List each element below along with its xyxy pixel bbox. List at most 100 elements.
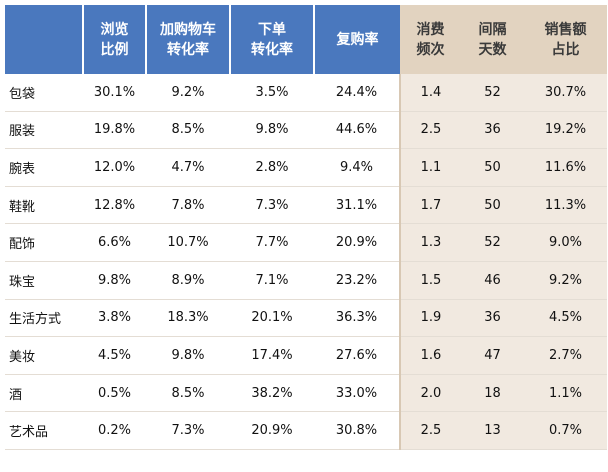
table-cell: 1.9 bbox=[399, 299, 461, 338]
table-cell: 44.6% bbox=[314, 111, 400, 150]
table-cell: 30.8% bbox=[314, 411, 400, 450]
table-row: 腕表 12.0% 4.7% 2.8% 9.4% 1.1 50 11.6% bbox=[5, 148, 607, 187]
table-cell: 31.1% bbox=[314, 186, 400, 225]
header-interval-days: 间隔 天数 bbox=[461, 5, 524, 74]
header-purchase-frequency: 消费 频次 bbox=[400, 5, 461, 74]
table-cell: 17.4% bbox=[230, 336, 314, 375]
table-cell: 9.8% bbox=[230, 111, 314, 150]
category-name-cell: 腕表 bbox=[5, 148, 83, 187]
table-cell: 13 bbox=[461, 411, 524, 450]
category-name-cell: 珠宝 bbox=[5, 261, 83, 300]
table-row: 珠宝 9.8% 8.9% 7.1% 23.2% 1.5 46 9.2% bbox=[5, 261, 607, 300]
table-cell: 27.6% bbox=[314, 336, 400, 375]
header-browse-ratio: 浏览 比例 bbox=[82, 5, 146, 74]
table-cell: 19.2% bbox=[524, 111, 607, 150]
table-cell: 0.2% bbox=[83, 411, 146, 450]
table-cell: 3.8% bbox=[83, 299, 146, 338]
table-cell: 4.7% bbox=[146, 148, 230, 187]
table-row: 配饰 6.6% 10.7% 7.7% 20.9% 1.3 52 9.0% bbox=[5, 223, 607, 262]
table-cell: 50 bbox=[461, 186, 524, 225]
table-cell: 38.2% bbox=[230, 374, 314, 413]
table-cell: 30.7% bbox=[524, 74, 607, 112]
table-cell: 11.3% bbox=[524, 186, 607, 225]
table-cell: 10.7% bbox=[146, 223, 230, 262]
table-cell: 9.0% bbox=[524, 223, 607, 262]
table-cell: 8.5% bbox=[146, 374, 230, 413]
category-name-cell: 生活方式 bbox=[5, 299, 83, 338]
table-cell: 30.1% bbox=[83, 74, 146, 112]
table-cell: 12.0% bbox=[83, 148, 146, 187]
category-name-cell: 包袋 bbox=[5, 74, 83, 112]
table-cell: 1.1 bbox=[399, 148, 461, 187]
table-cell: 8.9% bbox=[146, 261, 230, 300]
category-metrics-table: 浏览 比例 加购物车 转化率 下单 转化率 复购率 消费 频次 间隔 天数 销售额 占比 包袋 30.1%… bbox=[5, 5, 607, 450]
table-cell: 0.5% bbox=[83, 374, 146, 413]
table-cell: 7.1% bbox=[230, 261, 314, 300]
table-body: 包袋 30.1% 9.2% 3.5% 24.4% 1.4 52 30.7% 服装 19.8% 8.5… bbox=[5, 74, 607, 450]
table-row: 酒 0.5% 8.5% 38.2% 33.0% 2.0 18 1.1% bbox=[5, 374, 607, 413]
table-cell: 1.1% bbox=[524, 374, 607, 413]
header-sales-share: 销售额 占比 bbox=[524, 5, 607, 74]
table-row: 美妆 4.5% 9.8% 17.4% 27.6% 1.6 47 2.7% bbox=[5, 336, 607, 375]
header-blank bbox=[5, 5, 83, 74]
table-cell: 36.3% bbox=[314, 299, 400, 338]
table-cell: 4.5% bbox=[83, 336, 146, 375]
table-cell: 9.2% bbox=[524, 261, 607, 300]
table-cell: 2.8% bbox=[230, 148, 314, 187]
table-cell: 1.4 bbox=[399, 74, 461, 112]
table-cell: 9.8% bbox=[146, 336, 230, 375]
table-cell: 18.3% bbox=[146, 299, 230, 338]
table-cell: 19.8% bbox=[83, 111, 146, 150]
table-cell: 20.1% bbox=[230, 299, 314, 338]
category-name-cell: 鞋靴 bbox=[5, 186, 83, 225]
table-cell: 8.5% bbox=[146, 111, 230, 150]
table-row: 服装 19.8% 8.5% 9.8% 44.6% 2.5 36 19.2% bbox=[5, 111, 607, 150]
table-cell: 7.8% bbox=[146, 186, 230, 225]
header-repurchase-rate: 复购率 bbox=[313, 5, 400, 74]
table-cell: 1.6 bbox=[399, 336, 461, 375]
table-cell: 2.7% bbox=[524, 336, 607, 375]
table-cell: 0.7% bbox=[524, 411, 607, 450]
table-cell: 9.4% bbox=[314, 148, 400, 187]
table-row: 鞋靴 12.8% 7.8% 7.3% 31.1% 1.7 50 11.3% bbox=[5, 186, 607, 225]
table-cell: 18 bbox=[461, 374, 524, 413]
table-cell: 52 bbox=[461, 223, 524, 262]
table-cell: 46 bbox=[461, 261, 524, 300]
table-cell: 2.0 bbox=[399, 374, 461, 413]
table-cell: 36 bbox=[461, 299, 524, 338]
table-cell: 3.5% bbox=[230, 74, 314, 112]
header-order-conversion: 下单 转化率 bbox=[229, 5, 314, 74]
table-row: 生活方式 3.8% 18.3% 20.1% 36.3% 1.9 36 4.5% bbox=[5, 299, 607, 338]
table-cell: 1.5 bbox=[399, 261, 461, 300]
category-name-cell: 配饰 bbox=[5, 223, 83, 262]
table-cell: 2.5 bbox=[399, 111, 461, 150]
table-cell: 36 bbox=[461, 111, 524, 150]
table-cell: 2.5 bbox=[399, 411, 461, 450]
table-cell: 33.0% bbox=[314, 374, 400, 413]
table-cell: 20.9% bbox=[314, 223, 400, 262]
category-name-cell: 艺术品 bbox=[5, 411, 83, 450]
table-cell: 9.2% bbox=[146, 74, 230, 112]
table-cell: 11.6% bbox=[524, 148, 607, 187]
table-cell: 1.3 bbox=[399, 223, 461, 262]
table-cell: 47 bbox=[461, 336, 524, 375]
table-cell: 24.4% bbox=[314, 74, 400, 112]
table-cell: 7.3% bbox=[146, 411, 230, 450]
table-cell: 52 bbox=[461, 74, 524, 112]
category-name-cell: 服装 bbox=[5, 111, 83, 150]
header-cart-conversion: 加购物车 转化率 bbox=[145, 5, 230, 74]
table-cell: 1.7 bbox=[399, 186, 461, 225]
table-header-row: 浏览 比例 加购物车 转化率 下单 转化率 复购率 消费 频次 间隔 天数 销售额 占比 bbox=[5, 5, 607, 74]
table-cell: 23.2% bbox=[314, 261, 400, 300]
table-row: 包袋 30.1% 9.2% 3.5% 24.4% 1.4 52 30.7% bbox=[5, 74, 607, 112]
table-cell: 4.5% bbox=[524, 299, 607, 338]
table-row: 艺术品 0.2% 7.3% 20.9% 30.8% 2.5 13 0.7% bbox=[5, 411, 607, 450]
table-cell: 6.6% bbox=[83, 223, 146, 262]
table-cell: 20.9% bbox=[230, 411, 314, 450]
table-cell: 9.8% bbox=[83, 261, 146, 300]
category-name-cell: 美妆 bbox=[5, 336, 83, 375]
table-cell: 12.8% bbox=[83, 186, 146, 225]
category-name-cell: 酒 bbox=[5, 374, 83, 413]
table-cell: 7.3% bbox=[230, 186, 314, 225]
